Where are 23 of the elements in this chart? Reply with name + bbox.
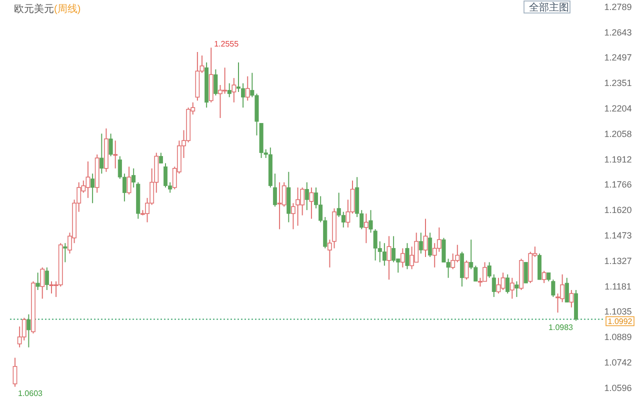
y-tick-label: 1.1327 [604,256,632,266]
y-tick-label: 1.1620 [604,205,632,216]
y-tick-label: 1.1473 [604,230,632,241]
y-tick-label: 1.1035 [604,306,632,317]
y-tick-label: 1.2789 [604,2,632,12]
y-tick-label: 1.1181 [604,281,632,292]
ref-line-label: 1.0992 [608,317,633,326]
y-tick-label: 1.0889 [604,332,632,342]
y-tick-label: 1.2204 [604,104,632,114]
annotation: 1.0983 [548,322,574,332]
y-tick-label: 1.0742 [604,358,632,368]
text: 1.0603 [18,388,44,398]
y-tick-label: 1.2351 [604,78,632,88]
y-tick-label: 1.2643 [604,27,632,38]
y-tick-label: 1.1912 [604,154,632,164]
chart-subtitle: (周线) [54,3,81,15]
annotation: 全部主图 [529,2,569,14]
y-tick-label: 1.1766 [604,180,632,190]
y-tick-label: 1.2497 [604,52,632,63]
y-tick-label: 1.0596 [604,383,632,393]
annotation: 1.2555 [214,40,240,49]
y-tick-label: 1.2058 [604,129,632,139]
chart-title: 欧元美元 [14,3,54,15]
